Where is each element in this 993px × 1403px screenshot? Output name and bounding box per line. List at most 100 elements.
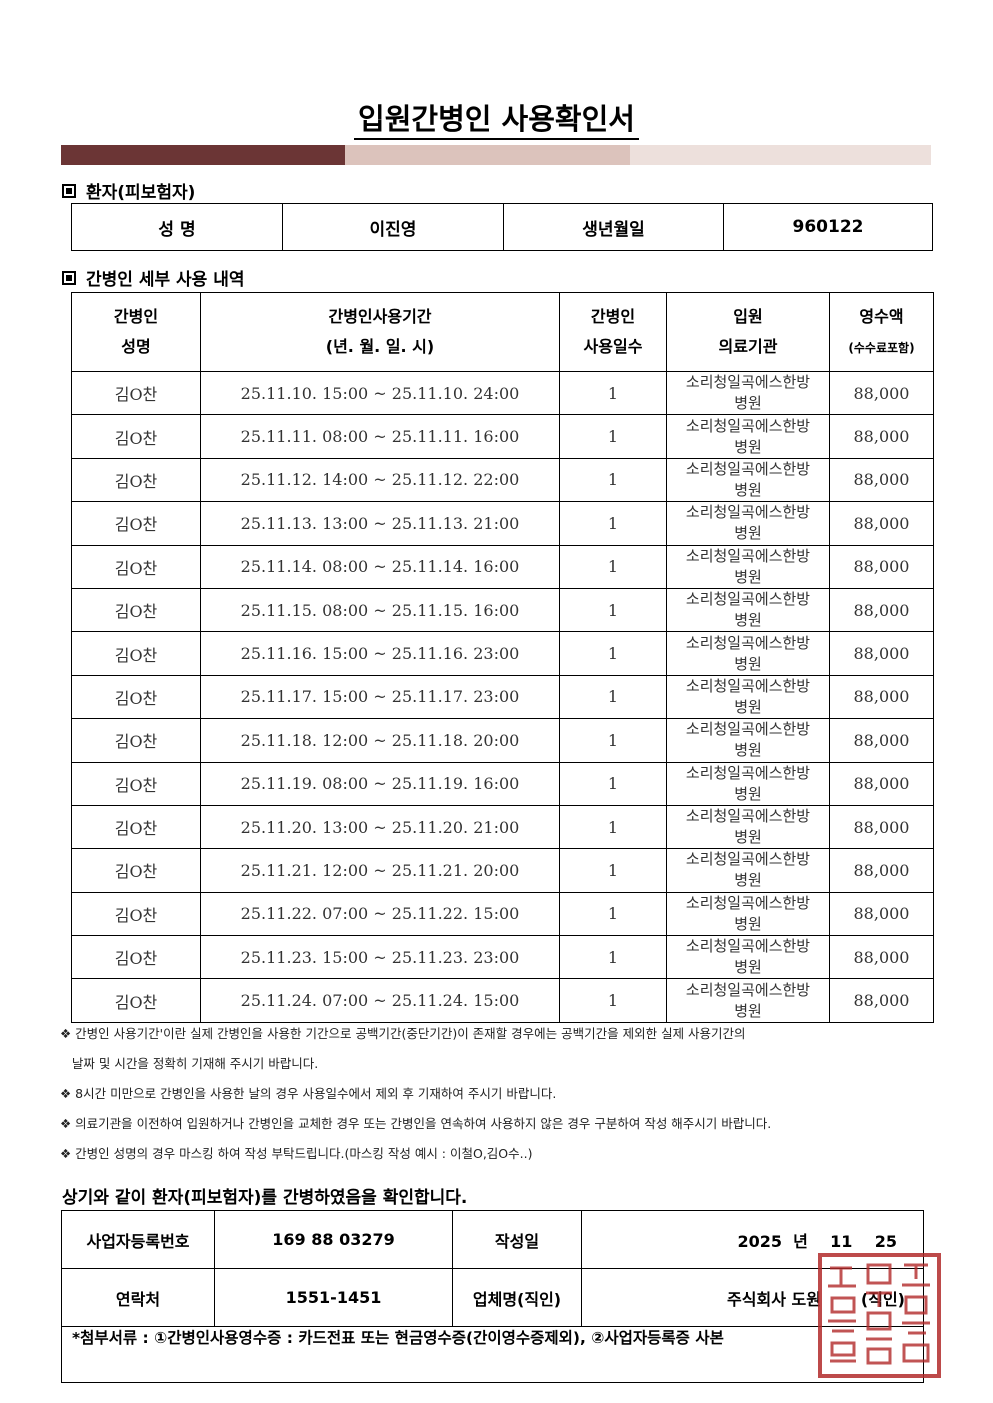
caregiver-name: 김O찬 bbox=[71, 761, 201, 806]
square-bullet-icon bbox=[62, 184, 76, 198]
patient-table: 성 명 이진영 생년월일 960122 bbox=[71, 203, 933, 251]
hospital: 소리청일곡에스한방 병원 bbox=[666, 674, 830, 720]
usage-period: 25.11.11. 08:00 ~ 25.11.11. 16:00 bbox=[200, 414, 560, 459]
hospital: 소리청일곡에스한방 병원 bbox=[666, 631, 830, 676]
usage-period: 25.11.18. 12:00 ~ 25.11.18. 20:00 bbox=[200, 718, 560, 763]
table-row: 김O찬 25.11.19. 08:00 ~ 25.11.19. 16:00 1 … bbox=[71, 761, 934, 806]
title-text: 입원간병인 사용확인서 bbox=[354, 102, 639, 140]
header-hospital: 입원 의료기관 bbox=[666, 292, 830, 372]
usage-days: 1 bbox=[559, 631, 667, 676]
usage-period: 25.11.15. 08:00 ~ 25.11.15. 16:00 bbox=[200, 587, 560, 633]
amount: 88,000 bbox=[829, 501, 934, 546]
table-row: 김O찬 25.11.17. 15:00 ~ 25.11.17. 23:00 1 … bbox=[71, 674, 934, 720]
usage-period: 25.11.23. 15:00 ~ 25.11.23. 23:00 bbox=[200, 935, 560, 980]
company-name: 주식회사 도원 bbox=[727, 1289, 821, 1309]
caregiver-name: 김O찬 bbox=[71, 587, 201, 633]
usage-period: 25.11.12. 14:00 ~ 25.11.12. 22:00 bbox=[200, 457, 560, 503]
table-row: 김O찬 25.11.22. 07:00 ~ 25.11.22. 15:00 1 … bbox=[71, 891, 934, 937]
hospital: 소리청일곡에스한방 병원 bbox=[666, 544, 830, 589]
company-seal-stamp bbox=[818, 1253, 941, 1378]
patient-section-heading: 환자(피보험자) bbox=[62, 178, 195, 203]
amount: 88,000 bbox=[829, 804, 934, 850]
usage-period: 25.11.17. 15:00 ~ 25.11.17. 23:00 bbox=[200, 674, 560, 720]
date-label: 작성일 bbox=[452, 1210, 582, 1269]
caregiver-table: 간병인 성명 간병인사용기간 (년. 월. 일. 시) 간병인 사용일수 입원 의료기관… bbox=[71, 292, 934, 1023]
date-value: 2025 년 11 25 bbox=[581, 1210, 924, 1269]
amount: 88,000 bbox=[829, 457, 934, 503]
caregiver-name: 김O찬 bbox=[71, 935, 201, 980]
caregiver-name: 김O찬 bbox=[71, 631, 201, 676]
square-bullet-icon bbox=[62, 271, 76, 285]
usage-period: 25.11.19. 08:00 ~ 25.11.19. 16:00 bbox=[200, 761, 560, 806]
table-row: 김O찬 25.11.14. 08:00 ~ 25.11.14. 16:00 1 … bbox=[71, 544, 934, 589]
usage-period: 25.11.10. 15:00 ~ 25.11.10. 24:00 bbox=[200, 370, 560, 416]
table-row: 김O찬 25.11.15. 08:00 ~ 25.11.15. 16:00 1 … bbox=[71, 587, 934, 633]
caregiver-name: 김O찬 bbox=[71, 501, 201, 546]
attachments-note: *첨부서류 : ①간병인사용영수증 : 카드전표 또는 현금영수증(간이영수증제… bbox=[72, 1329, 724, 1347]
usage-period: 25.11.16. 15:00 ~ 25.11.16. 23:00 bbox=[200, 631, 560, 676]
hospital: 소리청일곡에스한방 병원 bbox=[666, 370, 830, 416]
usage-period: 25.11.14. 08:00 ~ 25.11.14. 16:00 bbox=[200, 544, 560, 589]
usage-days: 1 bbox=[559, 804, 667, 850]
table-row: 김O찬 25.11.13. 13:00 ~ 25.11.13. 21:00 1 … bbox=[71, 501, 934, 546]
table-row: 김O찬 25.11.20. 13:00 ~ 25.11.20. 21:00 1 … bbox=[71, 804, 934, 850]
amount: 88,000 bbox=[829, 370, 934, 416]
amount: 88,000 bbox=[829, 587, 934, 633]
amount: 88,000 bbox=[829, 761, 934, 806]
amount: 88,000 bbox=[829, 631, 934, 676]
caregiver-name: 김O찬 bbox=[71, 370, 201, 416]
hospital: 소리청일곡에스한방 병원 bbox=[666, 804, 830, 850]
amount: 88,000 bbox=[829, 848, 934, 893]
hospital: 소리청일곡에스한방 병원 bbox=[666, 891, 830, 937]
color-bar-mid bbox=[345, 145, 630, 165]
header-period: 간병인사용기간 (년. 월. 일. 시) bbox=[200, 292, 560, 372]
usage-days: 1 bbox=[559, 718, 667, 763]
usage-days: 1 bbox=[559, 978, 667, 1023]
usage-days: 1 bbox=[559, 587, 667, 633]
note-line: ❖ 간병인 사용기간'이란 실제 간병인을 사용한 기간으로 공백기간(중단기간… bbox=[60, 1026, 746, 1041]
hospital: 소리청일곡에스한방 병원 bbox=[666, 935, 830, 980]
caregiver-name: 김O찬 bbox=[71, 848, 201, 893]
usage-days: 1 bbox=[559, 935, 667, 980]
patient-birth: 960122 bbox=[723, 203, 933, 251]
contact-value: 1551-1451 bbox=[214, 1268, 453, 1327]
hospital: 소리청일곡에스한방 병원 bbox=[666, 414, 830, 459]
header-amount: 영수액 (수수료포함) bbox=[829, 292, 934, 372]
usage-days: 1 bbox=[559, 674, 667, 720]
usage-days: 1 bbox=[559, 761, 667, 806]
section-label: 환자(피보험자) bbox=[86, 183, 196, 203]
section-label: 간병인 세부 사용 내역 bbox=[86, 270, 245, 290]
document-title: 입원간병인 사용확인서 bbox=[0, 96, 993, 140]
usage-period: 25.11.20. 13:00 ~ 25.11.20. 21:00 bbox=[200, 804, 560, 850]
table-row: 김O찬 25.11.16. 15:00 ~ 25.11.16. 23:00 1 … bbox=[71, 631, 934, 676]
usage-days: 1 bbox=[559, 544, 667, 589]
note-line: ❖ 8시간 미만으로 간병인을 사용한 날의 경우 사용일수에서 제외 후 기재… bbox=[60, 1086, 557, 1101]
caregiver-section-heading: 간병인 세부 사용 내역 bbox=[62, 265, 245, 290]
contact-label: 연락처 bbox=[61, 1268, 215, 1327]
amount: 88,000 bbox=[829, 935, 934, 980]
table-row: 김O찬 25.11.10. 15:00 ~ 25.11.10. 24:00 1 … bbox=[71, 370, 934, 416]
usage-days: 1 bbox=[559, 457, 667, 503]
usage-period: 25.11.22. 07:00 ~ 25.11.22. 15:00 bbox=[200, 891, 560, 937]
color-bar-light bbox=[630, 145, 931, 165]
hospital: 소리청일곡에스한방 병원 bbox=[666, 761, 830, 806]
table-row: 김O찬 25.11.11. 08:00 ~ 25.11.11. 16:00 1 … bbox=[71, 414, 934, 459]
note-line: ❖ 의료기관을 이전하여 입원하거나 간병인을 교체한 경우 또는 간병인을 연… bbox=[60, 1116, 772, 1131]
hospital: 소리청일곡에스한방 병원 bbox=[666, 501, 830, 546]
table-row: 김O찬 25.11.18. 12:00 ~ 25.11.18. 20:00 1 … bbox=[71, 718, 934, 763]
usage-days: 1 bbox=[559, 501, 667, 546]
reg-number: 169 88 03279 bbox=[214, 1210, 453, 1269]
caregiver-name: 김O찬 bbox=[71, 457, 201, 503]
usage-period: 25.11.13. 13:00 ~ 25.11.13. 21:00 bbox=[200, 501, 560, 546]
amount: 88,000 bbox=[829, 674, 934, 720]
usage-period: 25.11.24. 07:00 ~ 25.11.24. 15:00 bbox=[200, 978, 560, 1023]
caregiver-name: 김O찬 bbox=[71, 718, 201, 763]
confirmation-statement: 상기와 같이 환자(피보험자)를 간병하였음을 확인합니다. bbox=[62, 1188, 468, 1208]
birth-label: 생년월일 bbox=[503, 203, 724, 251]
color-bar-dark bbox=[61, 145, 345, 165]
note-line: 날짜 및 시간을 정확히 기재해 주시기 바랍니다. bbox=[60, 1056, 319, 1071]
header-days: 간병인 사용일수 bbox=[559, 292, 667, 372]
usage-days: 1 bbox=[559, 848, 667, 893]
amount: 88,000 bbox=[829, 978, 934, 1023]
